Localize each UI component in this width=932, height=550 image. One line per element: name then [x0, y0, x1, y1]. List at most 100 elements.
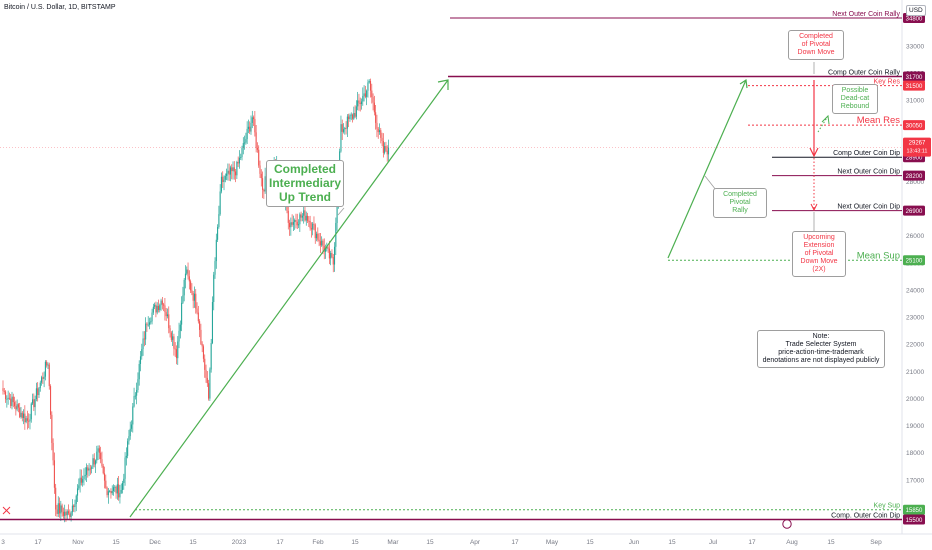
candle-body: [195, 293, 197, 309]
start-cross-b: [2, 506, 11, 515]
candle-body: [235, 171, 237, 176]
candle-body: [75, 495, 77, 505]
candle-body: [291, 222, 293, 225]
candle-body: [115, 486, 117, 494]
candle-body: [354, 113, 356, 117]
candle-body: [110, 491, 112, 494]
mean-res-price-value: 30050: [906, 123, 923, 129]
candle-body: [114, 486, 116, 488]
event-marker-icon[interactable]: [782, 519, 792, 529]
time-tick-label: Aug: [786, 539, 798, 546]
candle-body: [111, 491, 113, 494]
pivotal-down-arrowhead: [809, 147, 819, 158]
price-tick-label: 33000: [906, 43, 924, 50]
candle-body: [384, 146, 386, 153]
candle-body: [254, 119, 256, 133]
candle-body: [299, 214, 301, 225]
candle-body: [364, 93, 366, 97]
intermediary-uptrend-line: [129, 79, 449, 518]
candle-body: [21, 412, 23, 418]
candle-body: [19, 407, 21, 417]
candle-body: [32, 399, 34, 404]
candle-body: [44, 361, 46, 377]
time-tick-label: 17: [748, 539, 756, 546]
candle-body: [345, 127, 347, 129]
candle-body: [28, 420, 30, 422]
candle-body: [330, 252, 332, 259]
candle-body: [324, 248, 327, 252]
candle-body: [29, 419, 31, 422]
next-outer-coin-dip-a-price-value: 28200: [906, 174, 923, 180]
time-tick-label: Apr: [470, 539, 481, 546]
last-price-value: 29267: [909, 141, 926, 147]
next-outer-coin-rally-price-value: 34800: [906, 16, 923, 22]
candle-body: [161, 300, 163, 305]
candle-body: [53, 460, 55, 488]
time-tick-label: Jun: [629, 539, 640, 546]
candle-body: [375, 112, 377, 123]
candle-body: [372, 97, 374, 103]
candle-body: [80, 477, 82, 483]
candle-body: [336, 201, 338, 223]
key-res-price-tag: [903, 80, 925, 91]
candle-body: [151, 312, 153, 322]
price-tick-label: 28000: [906, 179, 924, 186]
candle-body: [218, 214, 220, 228]
candle-body: [298, 224, 300, 226]
comp-outer-coin-rally-label: Comp Outer Coin Rally: [828, 70, 900, 77]
candle-body: [97, 448, 99, 452]
candle-body: [65, 511, 67, 516]
time-tick-label: 15: [586, 539, 594, 546]
candle-body: [116, 484, 118, 494]
candle-body: [157, 305, 160, 311]
candle-body: [346, 116, 348, 129]
candle-body: [318, 239, 320, 242]
price-tick-label: 17000: [906, 477, 924, 484]
candle-body: [143, 338, 145, 340]
candle-body: [342, 129, 345, 132]
candle-body: [71, 505, 73, 513]
candle-body: [206, 377, 208, 384]
candle-body: [106, 487, 108, 496]
currency-button[interactable]: USD: [906, 5, 926, 16]
time-tick-label: Mar: [387, 539, 399, 546]
candle-body: [164, 305, 166, 313]
candle-body: [204, 358, 206, 370]
candle-body: [24, 413, 26, 423]
candle-body: [387, 147, 390, 155]
candle-body: [305, 215, 307, 221]
candle-body: [119, 492, 121, 498]
time-tick-label: 15: [189, 539, 197, 546]
candle-body: [103, 473, 106, 481]
candle-body: [64, 511, 66, 516]
candle-body: [82, 479, 84, 483]
candle-body: [184, 273, 187, 280]
candle-body: [264, 176, 266, 192]
candle-body: [262, 178, 264, 190]
candle-body: [41, 377, 43, 383]
candle-body: [228, 170, 230, 175]
candle-body: [166, 314, 169, 317]
candle-body: [96, 451, 98, 461]
key-sup-label: Key Sup: [874, 503, 901, 510]
candle-body: [69, 513, 71, 517]
key-sup-price-tag: [903, 504, 925, 515]
comp-outer-coin-dip-bottom-price-tag: [903, 514, 925, 525]
time-tick-label: 17: [34, 539, 42, 546]
candle-body: [187, 269, 189, 277]
candle-body: [260, 173, 262, 179]
candle-body: [56, 509, 58, 514]
candle-body: [192, 292, 194, 301]
comp-outer-coin-rally-price-tag: [903, 71, 925, 82]
candle-body: [55, 487, 57, 510]
candle-body: [349, 115, 351, 120]
candle-body: [124, 457, 126, 479]
candle-body: [15, 406, 17, 410]
time-tick-label: 17: [511, 539, 519, 546]
candle-body: [35, 388, 37, 400]
candle-body: [142, 338, 144, 350]
time-tick-label: May: [546, 539, 559, 546]
candle-body: [42, 377, 44, 379]
key-sup-price-value: 15850: [906, 508, 923, 514]
